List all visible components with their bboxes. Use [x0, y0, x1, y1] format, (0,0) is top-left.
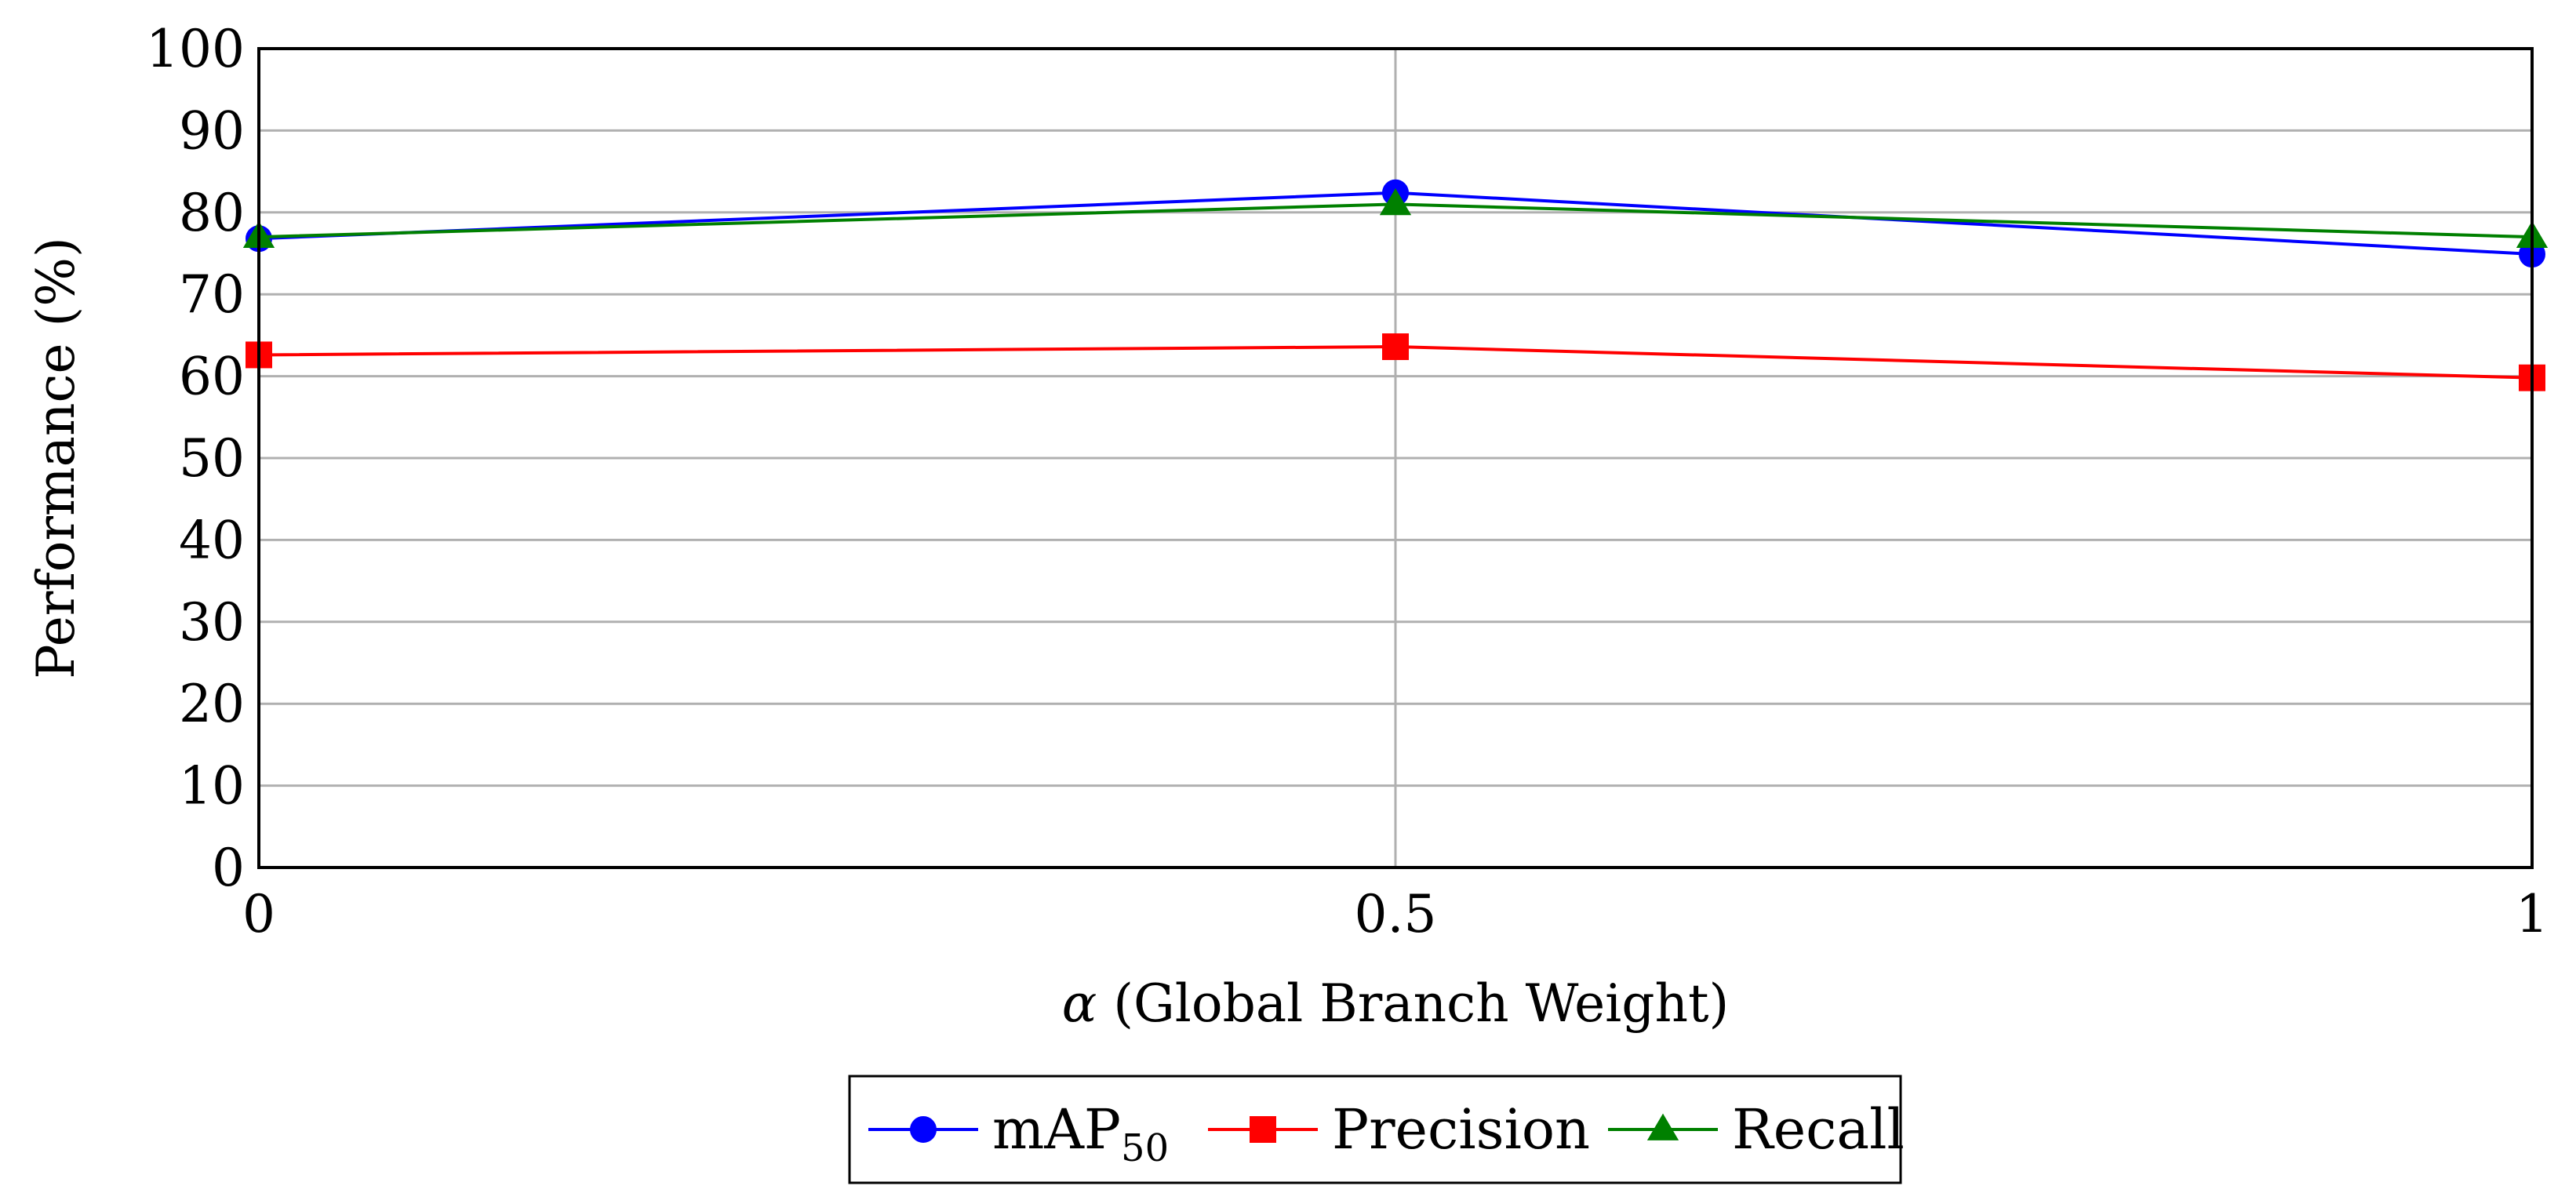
legend-box [848, 1075, 1902, 1184]
legend-marker [1250, 1116, 1276, 1143]
y-tick-label: 40 [179, 510, 245, 570]
y-tick-label: 50 [179, 428, 245, 489]
x-tick-label: 1 [2516, 884, 2549, 944]
legend: mAP50 Precision Recall [848, 1075, 1905, 1184]
data-point [1382, 333, 1409, 361]
legend-label: mAP50 [992, 1097, 1169, 1170]
data-point [1379, 187, 1412, 216]
x-tick-label: 0.5 [1355, 884, 1437, 944]
x-axis-label-symbol: α [1062, 973, 1097, 1034]
y-tick-label: 20 [179, 674, 245, 734]
y-tick-label: 30 [179, 592, 245, 653]
x-axis-label-text: (Global Branch Weight) [1097, 973, 1729, 1034]
legend-label: Recall [1732, 1097, 1905, 1162]
plot-frame [257, 47, 2534, 869]
y-tick-label: 100 [146, 19, 245, 79]
grid [257, 47, 2534, 869]
legend-item-recall: Recall [1608, 1097, 1905, 1162]
legend-item-precision: Precision [1208, 1097, 1590, 1162]
y-tick-label: 60 [179, 347, 245, 407]
x-tick-label: 0 [242, 884, 275, 944]
y-axis-label: Performance (%) [26, 237, 86, 678]
legend-marker [910, 1116, 937, 1143]
legend-label: Precision [1332, 1097, 1590, 1162]
y-tick-label: 90 [179, 100, 245, 161]
y-tick-label: 70 [179, 264, 245, 325]
x-axis-label: α (Global Branch Weight) [1062, 973, 1730, 1034]
legend-marker [1646, 1113, 1679, 1140]
tick-labels: 0 10 20 30 40 50 60 70 80 90 100 0 0.5 1 [146, 19, 2549, 944]
y-tick-label: 80 [179, 183, 245, 243]
series-layer [242, 179, 2549, 391]
y-tick-label: 0 [212, 838, 245, 898]
legend-item-map: mAP50 [868, 1097, 1169, 1170]
y-tick-label: 10 [179, 756, 245, 817]
